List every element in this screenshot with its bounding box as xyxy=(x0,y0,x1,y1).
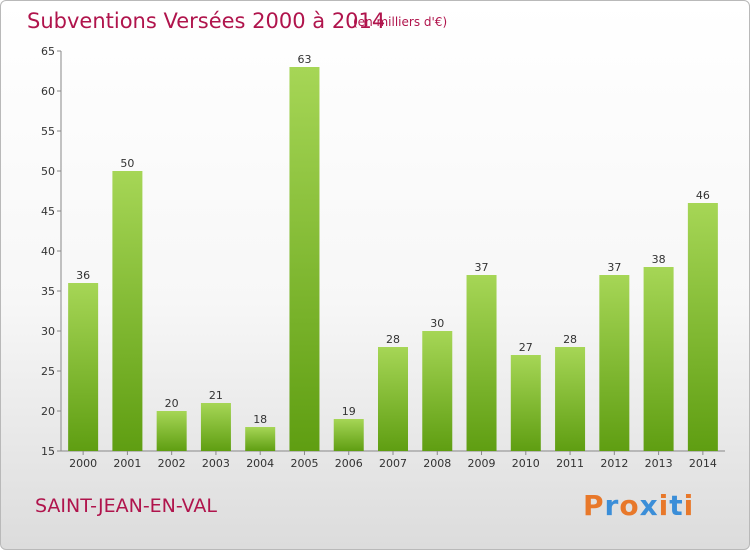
x-tick-label: 2004 xyxy=(246,457,274,470)
bar-value-label: 28 xyxy=(386,333,400,346)
bar xyxy=(643,267,674,451)
chart-unit-note: (en milliers d'€) xyxy=(353,15,448,29)
x-tick-label: 2001 xyxy=(113,457,141,470)
y-tick-label: 50 xyxy=(41,165,55,178)
y-tick-label: 65 xyxy=(41,45,55,58)
bar xyxy=(200,403,231,451)
bar-value-label: 37 xyxy=(475,261,489,274)
x-tick-label: 2006 xyxy=(335,457,363,470)
bar xyxy=(156,411,187,451)
x-tick-label: 2010 xyxy=(512,457,540,470)
bar-value-label: 19 xyxy=(342,405,356,418)
bar-value-label: 37 xyxy=(607,261,621,274)
bar xyxy=(68,283,99,451)
bar-value-label: 38 xyxy=(652,253,666,266)
bar xyxy=(289,67,320,451)
bar-value-label: 27 xyxy=(519,341,533,354)
bar-value-label: 21 xyxy=(209,389,223,402)
y-tick-label: 25 xyxy=(41,365,55,378)
commune-name: SAINT-JEAN-EN-VAL xyxy=(35,495,218,517)
bar xyxy=(466,275,497,451)
x-tick-label: 2003 xyxy=(202,457,230,470)
bar xyxy=(422,331,453,451)
bar-value-label: 28 xyxy=(563,333,577,346)
x-tick-label: 2011 xyxy=(556,457,584,470)
y-tick-label: 45 xyxy=(41,205,55,218)
x-tick-label: 2013 xyxy=(645,457,673,470)
brand-letter: i xyxy=(683,489,695,522)
bar xyxy=(555,347,586,451)
y-tick-label: 20 xyxy=(41,405,55,418)
brand-letter: t xyxy=(669,489,684,522)
bar xyxy=(687,203,718,451)
bar-value-label: 20 xyxy=(165,397,179,410)
brand-letter: P xyxy=(583,489,605,522)
y-tick-label: 60 xyxy=(41,85,55,98)
brand-letter: r xyxy=(604,489,620,522)
brand-letter: o xyxy=(619,489,640,522)
proxiti-logo[interactable]: Proxiti xyxy=(583,489,694,522)
bar xyxy=(333,419,364,451)
bar-value-label: 18 xyxy=(253,413,267,426)
x-tick-label: 2012 xyxy=(600,457,628,470)
bar xyxy=(599,275,630,451)
x-tick-label: 2009 xyxy=(468,457,496,470)
bar-value-label: 63 xyxy=(297,53,311,66)
bar xyxy=(510,355,541,451)
bar xyxy=(112,171,143,451)
y-tick-label: 30 xyxy=(41,325,55,338)
brand-letter: i xyxy=(658,489,670,522)
x-tick-label: 2002 xyxy=(158,457,186,470)
x-tick-label: 2005 xyxy=(290,457,318,470)
chart-title: Subventions Versées 2000 à 2014 xyxy=(27,9,386,33)
x-tick-label: 2014 xyxy=(689,457,717,470)
x-tick-label: 2008 xyxy=(423,457,451,470)
x-tick-label: 2007 xyxy=(379,457,407,470)
bar xyxy=(378,347,408,451)
x-tick-label: 2000 xyxy=(69,457,97,470)
y-tick-label: 55 xyxy=(41,125,55,138)
bar-value-label: 50 xyxy=(120,157,134,170)
y-tick-label: 40 xyxy=(41,245,55,258)
bar-value-label: 36 xyxy=(76,269,90,282)
bar-value-label: 46 xyxy=(696,189,710,202)
bar xyxy=(245,427,276,451)
bar-value-label: 30 xyxy=(430,317,444,330)
y-tick-label: 15 xyxy=(41,445,55,458)
brand-letter: x xyxy=(639,489,659,522)
y-tick-label: 35 xyxy=(41,285,55,298)
